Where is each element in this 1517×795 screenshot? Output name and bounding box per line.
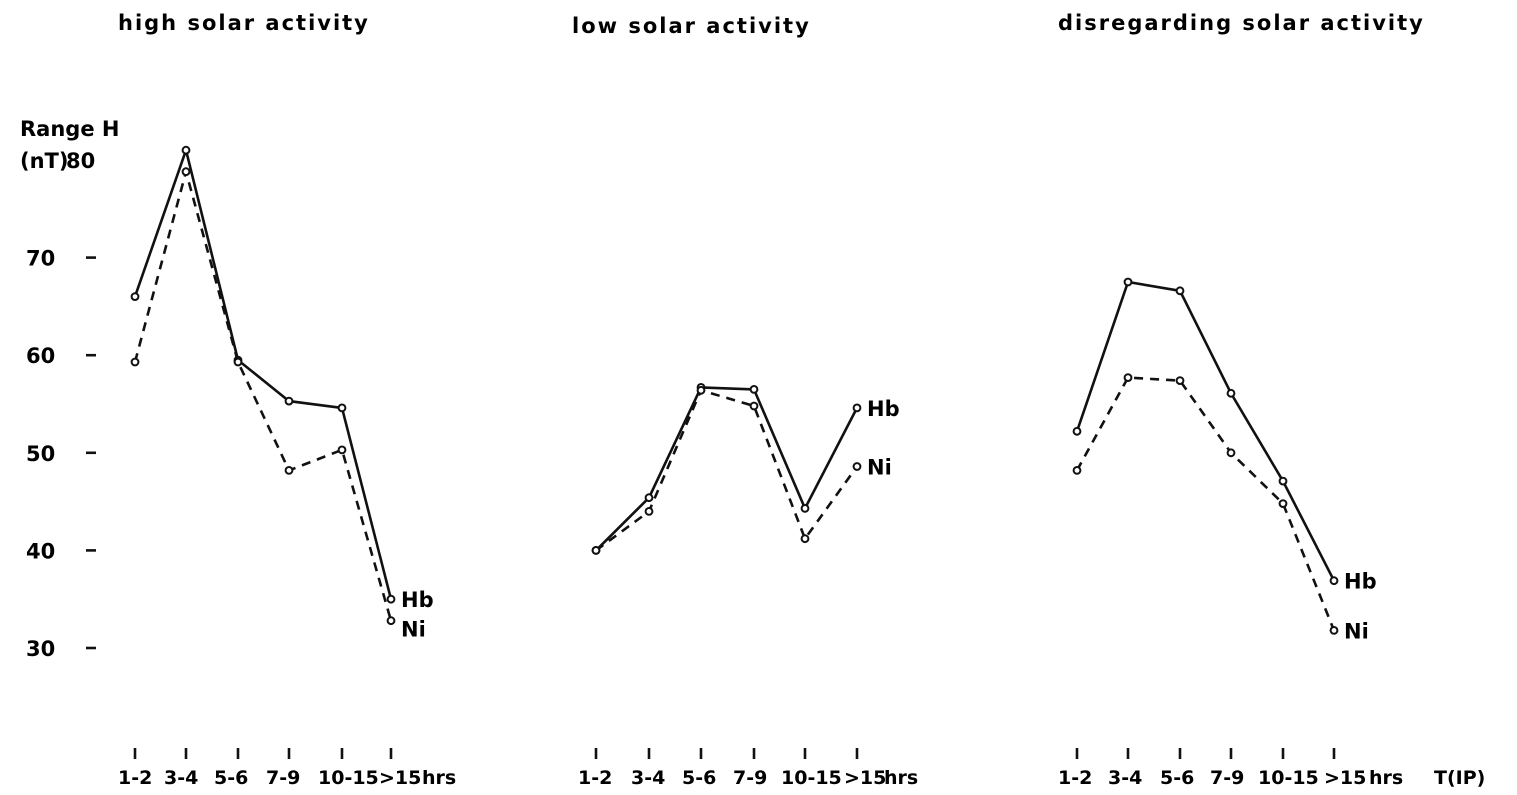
x-tick-label: 3-4 (631, 767, 665, 789)
y-tick-label: 50 (26, 442, 55, 466)
data-point-Hb (800, 504, 810, 513)
data-point-Ni (130, 357, 140, 367)
data-point-Ni (696, 385, 706, 395)
series-label-Hb: Hb (867, 397, 900, 421)
data-point-Ni (644, 507, 654, 516)
data-point-Hb (181, 145, 191, 155)
data-point-Ni (852, 462, 862, 471)
panel-title-high: high solar activity (118, 11, 370, 35)
series-label-Hb: Hb (1344, 570, 1377, 594)
x-tick-label: 3-4 (164, 767, 198, 789)
data-point-Ni (233, 357, 243, 367)
series-line-Hb (595, 386, 859, 552)
series-line-Ni (595, 388, 859, 552)
series-line-Ni (1075, 376, 1336, 631)
data-point-Hb (749, 385, 759, 394)
series-label-Ni: Ni (867, 455, 892, 479)
series-line-Hb (1075, 280, 1336, 582)
y-axis-label: Range H (nT) (20, 117, 127, 173)
series-line-Hb (133, 145, 393, 600)
x-tick-label: 5-6 (214, 767, 248, 789)
x-tick-label: 7-9 (733, 767, 767, 789)
x-axis-label: T(IP) (1434, 767, 1485, 789)
data-point-Hb (284, 396, 294, 406)
y-tick-label: 40 (26, 539, 55, 563)
x-unit-label: hrs (422, 767, 456, 789)
data-point-Hb (1175, 286, 1185, 296)
y-axis-ticks: 80 70 60 50 40 30 (26, 149, 96, 661)
chart-panel-1: 1-2 3-4 5-6 7-9 10-15 >15 hrs Hb Ni (118, 145, 456, 789)
series-label-Hb: Hb (401, 588, 434, 612)
data-point-Ni (749, 401, 759, 411)
data-point-Hb (337, 403, 347, 413)
data-point-Ni (1175, 376, 1185, 386)
data-point-Ni (800, 534, 810, 544)
x-tick-label: 7-9 (266, 767, 300, 789)
data-point-Ni (1329, 626, 1339, 635)
x-tick-label: 10-15 (318, 767, 379, 789)
data-point-Hb (1226, 388, 1236, 398)
x-tick-label: >15 (379, 767, 421, 789)
x-tick-label: 10-15 (1258, 767, 1319, 789)
series-label-Ni: Ni (401, 618, 426, 642)
data-point-Ni (181, 167, 191, 177)
x-tick-label: >15 (1324, 767, 1366, 789)
x-unit-label: hrs (884, 767, 918, 789)
data-point-Hb (1278, 476, 1288, 486)
x-tick-label: 5-6 (1160, 767, 1194, 789)
x-tick-label: 3-4 (1108, 767, 1142, 789)
panel-title-low: low solar activity (572, 14, 811, 38)
x-unit-label: hrs (1369, 767, 1403, 789)
y-tick-label: 30 (26, 637, 55, 661)
y-tick-label: 80 (66, 149, 95, 173)
panel-title-disregarding: disregarding solar activity (1058, 11, 1425, 35)
data-point-Ni (284, 466, 294, 475)
x-tick-label: 5-6 (682, 767, 716, 789)
data-point-Ni (591, 546, 601, 555)
data-point-Ni (337, 445, 347, 455)
data-point-Ni (1123, 373, 1133, 383)
x-tick-label: 1-2 (1058, 767, 1092, 789)
data-point-Hb (1072, 426, 1082, 436)
series-line-Ni (133, 166, 393, 622)
series-label-Ni: Ni (1344, 619, 1369, 643)
data-point-Hb (386, 594, 396, 604)
data-point-Hb (1123, 277, 1133, 287)
x-tick-label: 10-15 (781, 767, 842, 789)
data-point-Hb (130, 292, 140, 302)
x-tick-label: 1-2 (118, 767, 152, 789)
data-point-Ni (1226, 448, 1236, 458)
data-point-Ni (1072, 466, 1082, 475)
chart-panel-3: 1-2 3-4 5-6 7-9 10-15 >15 hrs T(IP) Hb Ni (1058, 277, 1485, 789)
data-point-Ni (1278, 499, 1288, 509)
x-tick-label: 1-2 (578, 767, 612, 789)
data-point-Hb (852, 403, 862, 413)
data-point-Ni (386, 616, 396, 626)
y-tick-label: 60 (26, 344, 55, 368)
x-tick-label: >15 (844, 767, 886, 789)
x-tick-label: 7-9 (1210, 767, 1244, 789)
y-tick-label: 70 (26, 247, 55, 271)
data-point-Hb (644, 493, 654, 503)
data-point-Hb (1329, 576, 1339, 586)
